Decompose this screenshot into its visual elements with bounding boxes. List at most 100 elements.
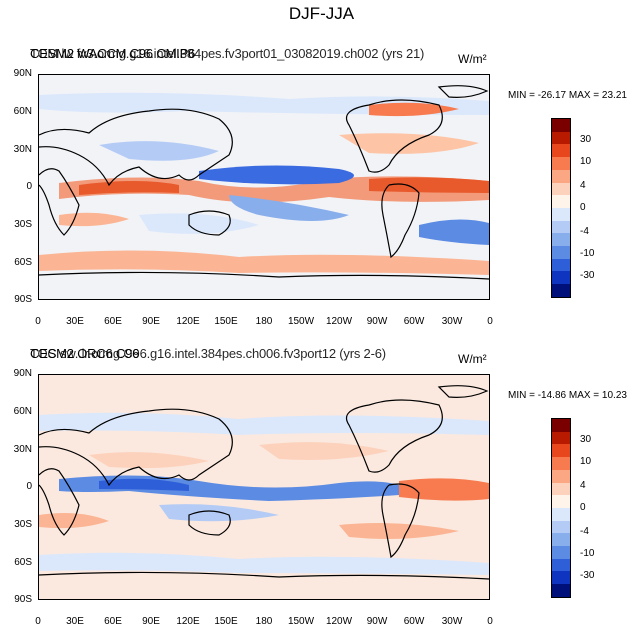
lon-label: 180 <box>255 316 273 327</box>
map-svg <box>39 375 489 599</box>
colorbar <box>551 118 571 298</box>
colorbar-label: 0 <box>580 202 586 213</box>
lon-label: 120E <box>176 616 200 627</box>
colorbar-label: 4 <box>580 480 586 491</box>
panel-title-line2: TOC sw..lr.ormg.C96.g16.intel.384pes.ch0… <box>30 346 386 361</box>
lon-label: 150W <box>287 316 315 327</box>
colorbar-label: -30 <box>580 570 595 581</box>
panel-title-line2: TOM lw fv3.ormg.g16.intel.384pes.fv3port… <box>30 46 425 61</box>
colorbar-swatch <box>552 457 570 470</box>
lon-label: 60W <box>403 616 425 627</box>
lat-label: 30S <box>14 519 32 530</box>
colorbar-swatch <box>552 469 570 483</box>
lon-label: 0 <box>35 616 41 627</box>
lat-label: 90N <box>13 68 32 79</box>
lat-label: 30N <box>13 444 32 455</box>
colorbar-swatch <box>552 419 570 432</box>
lon-label: 120W <box>325 316 353 327</box>
lon-label: 90E <box>142 316 160 327</box>
lat-label: 60S <box>14 557 32 568</box>
panel-title-line1: CESM2 ORC6 C96 <box>30 346 140 361</box>
map-panel-top: CESM2 WACCM C96 CMIP6 TOM lw fv3.ormg.g1… <box>0 44 643 344</box>
map-panel-bottom: CESM2 ORC6 C96 TOC sw..lr.ormg.C96.g16.i… <box>0 344 643 644</box>
colorbar-swatch <box>552 195 570 208</box>
colorbar-swatch <box>552 131 570 145</box>
lon-label: 30E <box>66 616 84 627</box>
colorbar-swatch <box>552 220 570 234</box>
colorbar-label: 10 <box>580 456 592 467</box>
lon-label: 30E <box>66 316 84 327</box>
panel-title: CESM2 ORC6 C96 TOC sw..lr.ormg.C96.g16.i… <box>30 346 386 361</box>
contour-map <box>38 74 490 300</box>
lon-label: 30W <box>441 316 463 327</box>
figure-title: DJF-JJA <box>288 4 355 23</box>
colorbar-swatch <box>552 246 570 259</box>
lon-label: 150E <box>214 316 238 327</box>
lon-label: 90E <box>142 616 160 627</box>
colorbar-swatch <box>552 533 570 547</box>
colorbar-swatch <box>552 182 570 196</box>
colorbar-label: 30 <box>580 134 592 145</box>
colorbar-label: 30 <box>580 434 592 445</box>
panel-title-line1: CESM2 WACCM C96 CMIP6 <box>30 46 196 61</box>
lat-label: 60S <box>14 257 32 268</box>
min-max-readout: MIN = -14.86 MAX = 10.23 <box>508 390 627 401</box>
contour-map <box>38 374 490 600</box>
lat-label: 90S <box>14 594 32 605</box>
colorbar-swatch <box>552 520 570 534</box>
colorbar-label: -4 <box>580 226 589 237</box>
lat-label: 90S <box>14 294 32 305</box>
colorbar-label: 0 <box>580 502 586 513</box>
lat-label: 0 <box>26 181 32 192</box>
lon-label: 60E <box>104 616 122 627</box>
lon-label: 0 <box>35 316 41 327</box>
lon-label: 0 <box>487 616 493 627</box>
colorbar-swatch <box>552 169 570 183</box>
colorbar <box>551 418 571 598</box>
colorbar-swatch <box>552 444 570 458</box>
colorbar-swatch <box>552 507 570 521</box>
lon-label: 90W <box>366 316 388 327</box>
colorbar-swatch <box>552 271 570 285</box>
colorbar-label: -4 <box>580 526 589 537</box>
lon-label: 180 <box>255 616 273 627</box>
lat-label: 30S <box>14 219 32 230</box>
colorbar-label: 10 <box>580 156 592 167</box>
colorbar-swatch <box>552 558 570 572</box>
colorbar-label: 4 <box>580 180 586 191</box>
colorbar-label: -10 <box>580 548 595 559</box>
min-max-readout: MIN = -26.17 MAX = 23.21 <box>508 90 627 101</box>
colorbar-swatch <box>552 233 570 247</box>
panel-title: CESM2 WACCM C96 CMIP6 TOM lw fv3.ormg.g1… <box>30 46 424 61</box>
lon-label: 120W <box>325 616 353 627</box>
lon-label: 120E <box>176 316 200 327</box>
colorbar-swatch <box>552 144 570 158</box>
lon-label: 0 <box>487 316 493 327</box>
colorbar-swatch <box>552 584 570 597</box>
colorbar-swatch <box>552 431 570 445</box>
lon-label: 150E <box>214 616 238 627</box>
lon-label: 60W <box>403 316 425 327</box>
colorbar-swatch <box>552 207 570 221</box>
lon-label: 90W <box>366 616 388 627</box>
lat-label: 30N <box>13 144 32 155</box>
colorbar-swatch <box>552 157 570 170</box>
colorbar-swatch <box>552 258 570 272</box>
units-label: W/m² <box>458 52 487 66</box>
colorbar-swatch <box>552 482 570 496</box>
colorbar-swatch <box>552 495 570 508</box>
colorbar-label: -10 <box>580 248 595 259</box>
lon-label: 30W <box>441 616 463 627</box>
colorbar-label: -30 <box>580 270 595 281</box>
lat-label: 60N <box>13 406 32 417</box>
lat-label: 60N <box>13 106 32 117</box>
colorbar-swatch <box>552 119 570 132</box>
colorbar-swatch <box>552 571 570 585</box>
colorbar-swatch <box>552 546 570 559</box>
lat-label: 0 <box>26 481 32 492</box>
colorbar-swatch <box>552 284 570 297</box>
map-svg <box>39 75 489 299</box>
lon-label: 60E <box>104 316 122 327</box>
lat-label: 90N <box>13 368 32 379</box>
units-label: W/m² <box>458 352 487 366</box>
